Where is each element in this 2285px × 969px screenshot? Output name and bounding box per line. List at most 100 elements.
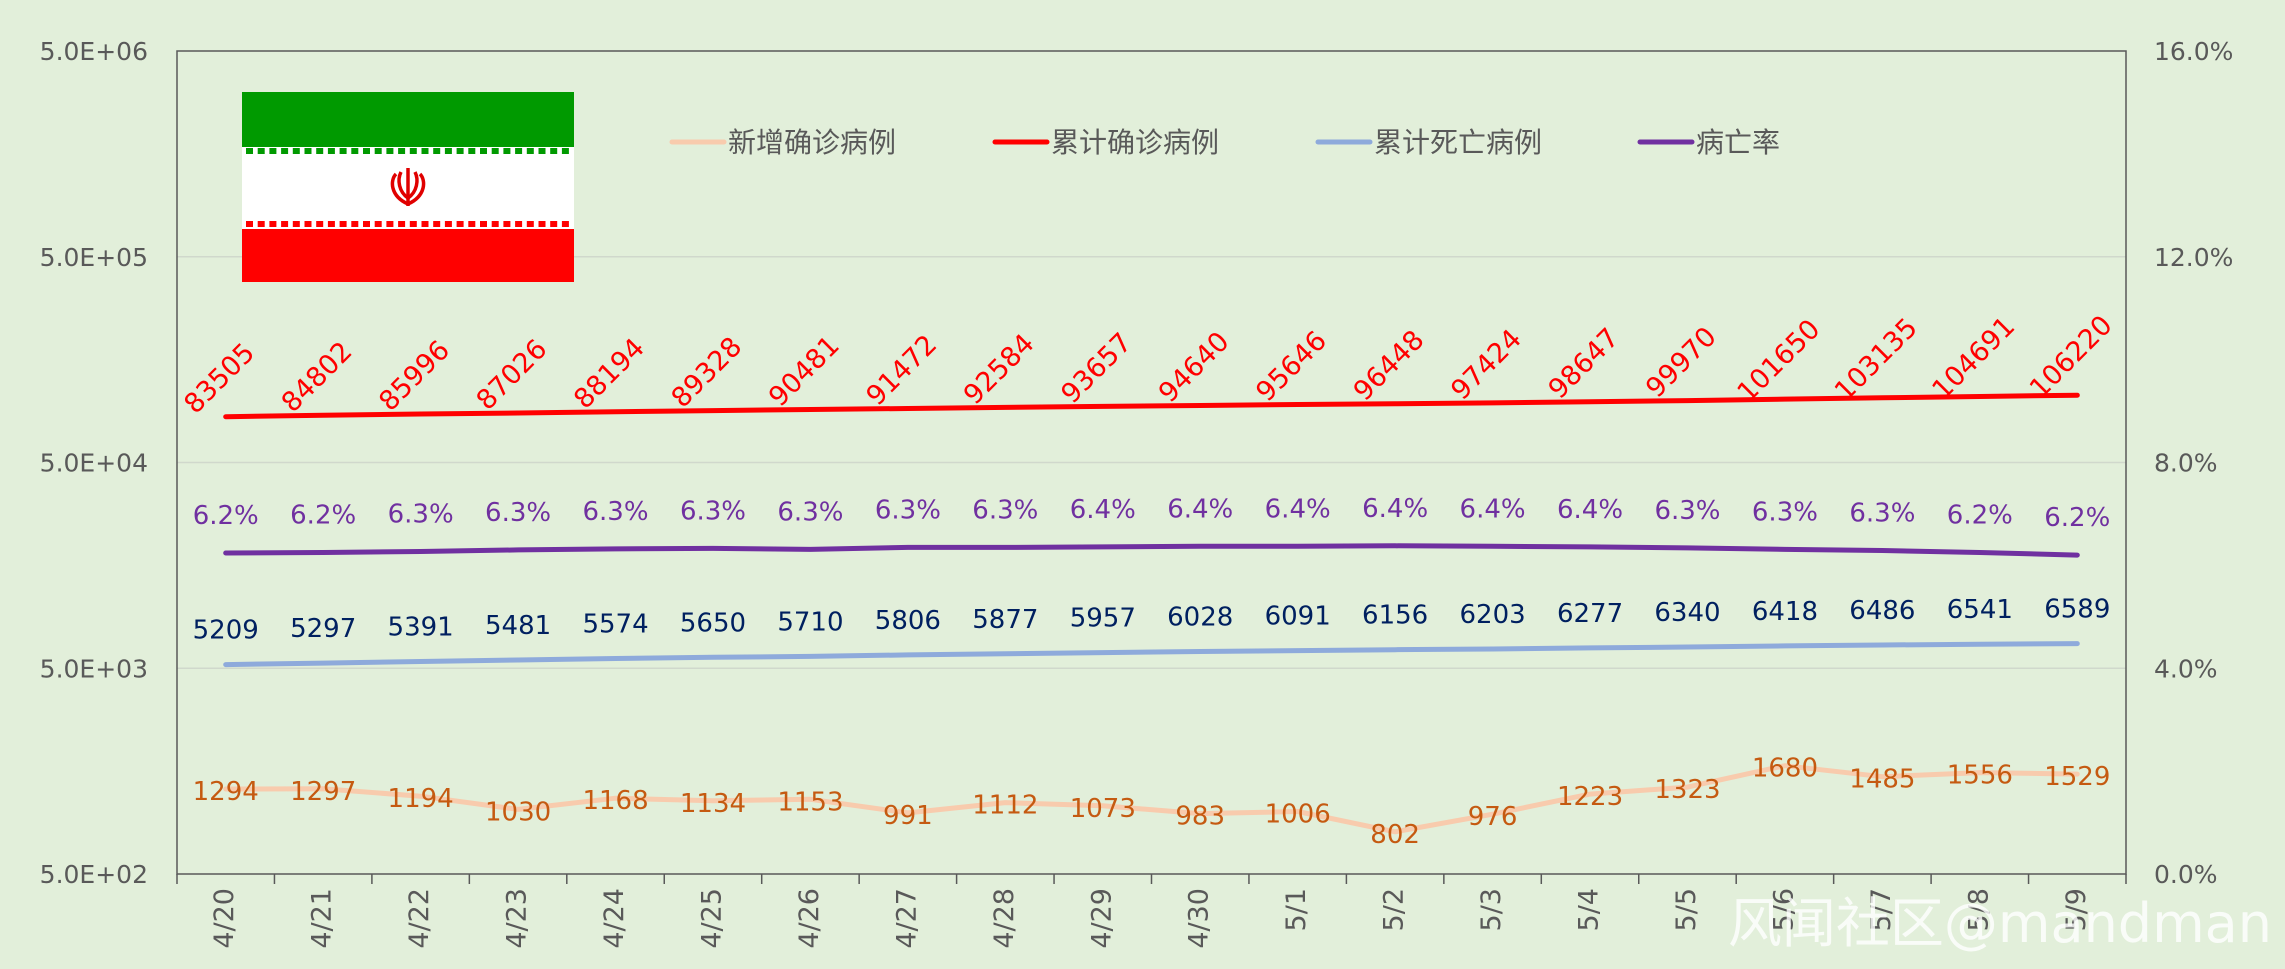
x-tick-label: 4/24 (599, 888, 630, 949)
data-label-total-deaths: 6340 (1654, 598, 1720, 628)
x-tick-label: 4/28 (989, 888, 1020, 949)
data-label-new-cases: 1134 (680, 789, 746, 819)
data-label-new-cases: 1168 (582, 786, 648, 816)
takbir-mark-bottom (503, 221, 511, 227)
data-label-death-rate: 6.2% (1947, 501, 2013, 531)
right-tick-label: 4.0% (2154, 654, 2218, 683)
x-tick-label: 4/23 (502, 888, 533, 949)
right-tick-label: 8.0% (2154, 449, 2218, 478)
data-label-new-cases: 983 (1175, 802, 1225, 832)
takbir-mark-bottom (491, 221, 499, 227)
x-tick-label: 4/25 (696, 888, 727, 949)
data-label-death-rate: 6.3% (388, 499, 454, 529)
data-label-new-cases: 1297 (290, 777, 356, 807)
legend-label: 新增确诊病例 (728, 126, 896, 159)
x-tick-label: 5/2 (1379, 888, 1410, 931)
legend: 新增确诊病例 累计确诊病例 累计死亡病例 病亡率 (669, 126, 1780, 159)
takbir-mark-top (538, 148, 546, 154)
data-label-death-rate: 6.3% (485, 498, 551, 528)
takbir-mark-top (292, 148, 300, 154)
takbir-mark-bottom (374, 221, 382, 227)
data-label-new-cases: 976 (1468, 802, 1518, 832)
takbir-mark-top (526, 148, 534, 154)
x-tick-label: 4/20 (209, 888, 240, 949)
legend-label: 病亡率 (1696, 126, 1780, 159)
data-label-new-cases: 1073 (1070, 794, 1136, 824)
x-axis: 4/20 4/21 4/22 4/23 4/24 4/25 4/26 4/27 4/28 4/29… (176, 874, 2127, 949)
takbir-mark-top (351, 148, 359, 154)
data-label-total-deaths: 6156 (1362, 601, 1428, 631)
takbir-mark-bottom (351, 221, 359, 227)
takbir-mark-top (304, 148, 312, 154)
data-label-new-cases: 1153 (777, 787, 843, 817)
takbir-mark-top (246, 148, 253, 154)
legend-label: 累计死亡病例 (1374, 126, 1542, 159)
data-label-total-deaths: 6589 (2044, 595, 2110, 625)
data-label-total-deaths: 5806 (875, 606, 941, 636)
data-label-total-deaths: 6091 (1265, 602, 1331, 632)
data-label-total-deaths: 6203 (1459, 600, 1525, 630)
takbir-mark-bottom (327, 221, 335, 227)
takbir-mark-bottom (550, 221, 558, 227)
series-line (223, 543, 2080, 558)
flag-takbir-pattern (246, 148, 569, 227)
data-label-total-deaths: 5957 (1070, 604, 1136, 634)
x-tick-label: 4/22 (404, 888, 435, 949)
x-tick-label: 5/1 (1281, 888, 1312, 931)
right-tick-label: 0.0% (2154, 860, 2218, 889)
left-tick-label: 5.0E+04 (40, 449, 148, 478)
data-label-new-cases: 1680 (1752, 754, 1818, 784)
data-label-new-cases: 991 (883, 801, 933, 831)
takbir-mark-bottom (444, 221, 452, 227)
takbir-mark-top (491, 148, 499, 154)
takbir-mark-top (444, 148, 452, 154)
series-line (223, 763, 2080, 835)
x-tick-label: 5/5 (1671, 888, 1702, 931)
takbir-mark-top (257, 148, 265, 154)
takbir-mark-bottom (269, 221, 277, 227)
takbir-mark-top (316, 148, 324, 154)
takbir-mark-top (421, 148, 429, 154)
data-label-death-rate: 6.4% (1167, 494, 1233, 524)
data-label-new-cases: 1030 (485, 797, 551, 827)
takbir-mark-top (480, 148, 487, 154)
takbir-mark-top (561, 148, 569, 154)
x-tick-label: 4/29 (1086, 888, 1117, 949)
takbir-mark-bottom (292, 221, 300, 227)
data-label-total-deaths: 5297 (290, 614, 356, 644)
x-tick-label: 5/9 (2061, 888, 2092, 931)
data-label-total-deaths: 6541 (1947, 595, 2013, 625)
data-label-death-rate: 6.4% (1557, 495, 1623, 525)
x-tick-label: 4/30 (1184, 888, 1215, 949)
data-label-death-rate: 6.3% (1752, 497, 1818, 527)
takbir-mark-top (515, 148, 523, 154)
takbir-mark-bottom (538, 221, 546, 227)
data-label-new-cases: 1485 (1849, 765, 1915, 795)
data-label-new-cases: 1556 (1947, 761, 2013, 791)
x-tick-label: 5/7 (1866, 888, 1897, 931)
takbir-mark-bottom (480, 221, 487, 227)
data-label-new-cases: 802 (1370, 820, 1420, 850)
takbir-mark-top (398, 148, 406, 154)
data-label-total-deaths: 5209 (193, 616, 259, 646)
takbir-mark-bottom (409, 221, 417, 227)
data-label-new-cases: 1006 (1265, 800, 1331, 830)
data-label-new-cases: 1529 (2044, 762, 2110, 792)
data-label-total-deaths: 6277 (1557, 599, 1623, 629)
data-label-new-cases: 1294 (193, 777, 259, 807)
takbir-mark-bottom (515, 221, 523, 227)
data-label-death-rate: 6.3% (680, 496, 746, 526)
data-label-death-rate: 6.3% (875, 495, 941, 525)
data-label-total-deaths: 5650 (680, 608, 746, 638)
right-tick-label: 16.0% (2154, 37, 2233, 66)
x-tick-label: 5/3 (1476, 888, 1507, 931)
left-tick-label: 5.0E+06 (40, 37, 148, 66)
data-label-death-rate: 6.3% (1654, 496, 1720, 526)
x-tick-label: 5/8 (1963, 888, 1994, 931)
takbir-mark-bottom (363, 221, 370, 227)
takbir-mark-top (503, 148, 511, 154)
series-line (223, 392, 2080, 420)
data-label-death-rate: 6.4% (1070, 495, 1136, 525)
takbir-mark-bottom (433, 221, 441, 227)
data-label-new-cases: 1323 (1654, 775, 1720, 805)
